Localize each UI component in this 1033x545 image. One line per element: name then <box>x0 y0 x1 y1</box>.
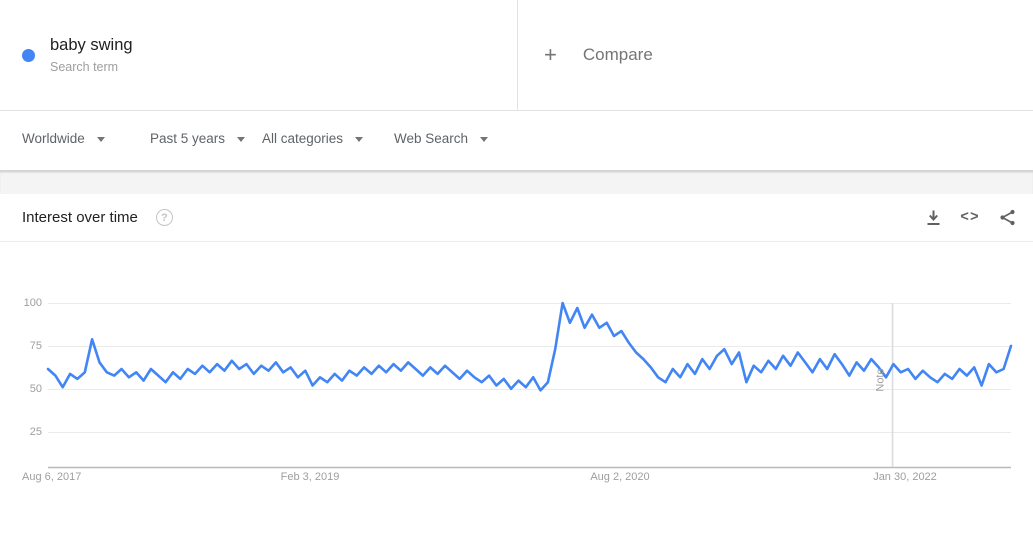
chart-canvas <box>46 301 1013 469</box>
filter-bar: Worldwide Past 5 years All categories We… <box>0 111 1033 171</box>
interest-over-time-chart[interactable]: 100 75 50 25 Aug 6, 2017 Feb 3, 2019 Aug… <box>0 242 1033 545</box>
plus-icon: + <box>544 42 557 67</box>
section-title: Interest over time <box>22 209 138 226</box>
share-icon[interactable] <box>998 209 1016 227</box>
term-header: baby swing Search term + Compare <box>0 0 1033 111</box>
interest-over-time-card: Interest over time ? <> <box>0 194 1033 545</box>
chevron-down-icon <box>237 137 246 142</box>
filter-category[interactable]: All categories <box>262 131 364 146</box>
x-tick-feb-2019: Feb 3, 2019 <box>280 471 340 483</box>
chevron-down-icon <box>480 137 489 142</box>
chevron-down-icon <box>355 137 364 142</box>
search-term-card[interactable]: baby swing Search term <box>0 0 518 110</box>
help-icon[interactable]: ? <box>155 209 173 226</box>
y-tick-50: 50 <box>29 383 42 395</box>
filter-search-type[interactable]: Web Search <box>394 131 489 146</box>
x-tick-jan-2022: Jan 30, 2022 <box>873 471 937 483</box>
filter-category-label: All categories <box>262 131 344 146</box>
x-tick-aug-2020: Aug 2, 2020 <box>590 471 650 483</box>
search-term-title: baby swing <box>50 35 133 54</box>
y-tick-75: 75 <box>29 340 42 352</box>
filter-region-label: Worldwide <box>22 131 85 146</box>
filter-time-range[interactable]: Past 5 years <box>150 131 246 146</box>
card-header: Interest over time ? <> <box>0 194 1033 242</box>
compare-label: Compare <box>582 45 653 64</box>
series-color-dot-icon <box>22 48 35 62</box>
embed-icon[interactable]: <> <box>960 209 980 226</box>
search-term-type: Search term <box>50 60 119 75</box>
note-annotation-label[interactable]: Note <box>874 368 887 392</box>
filter-time-range-label: Past 5 years <box>150 131 226 146</box>
page-background-band <box>0 171 1033 194</box>
y-tick-100: 100 <box>23 297 42 309</box>
download-icon[interactable] <box>924 209 942 227</box>
chevron-down-icon <box>96 137 105 142</box>
trend-line <box>46 301 1013 392</box>
y-tick-25: 25 <box>29 426 42 438</box>
filter-region[interactable]: Worldwide <box>22 131 105 146</box>
filter-search-type-label: Web Search <box>394 131 469 146</box>
compare-button[interactable]: + Compare <box>518 0 1033 110</box>
x-tick-aug-2017: Aug 6, 2017 <box>22 471 82 483</box>
